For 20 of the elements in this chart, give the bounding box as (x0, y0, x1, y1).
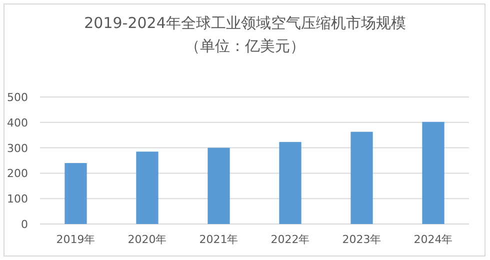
bar (422, 122, 444, 224)
bar (279, 142, 302, 224)
y-tick-label: 100 (7, 192, 28, 206)
x-tick-label: 2020年 (128, 233, 167, 246)
x-tick-label: 2022年 (270, 233, 310, 246)
bar (350, 132, 373, 224)
bar (208, 148, 230, 224)
y-tick-label: 300 (7, 142, 28, 155)
y-tick-label: 500 (7, 91, 28, 104)
x-tick-label: 2019年 (56, 233, 96, 246)
chart-subtitle: （单位：亿美元） (185, 37, 305, 55)
y-tick-label: 400 (7, 116, 28, 130)
x-tick-label: 2024年 (414, 233, 453, 246)
y-tick-label: 200 (7, 167, 28, 180)
x-tick-label: 2023年 (342, 233, 382, 246)
bar (136, 152, 158, 224)
chart-title: 2019-2024年全球工业领域空气压缩机市场规模 (84, 14, 406, 32)
x-tick-label: 2021年 (199, 233, 238, 246)
y-tick-label: 0 (21, 218, 28, 231)
bar (64, 163, 87, 224)
